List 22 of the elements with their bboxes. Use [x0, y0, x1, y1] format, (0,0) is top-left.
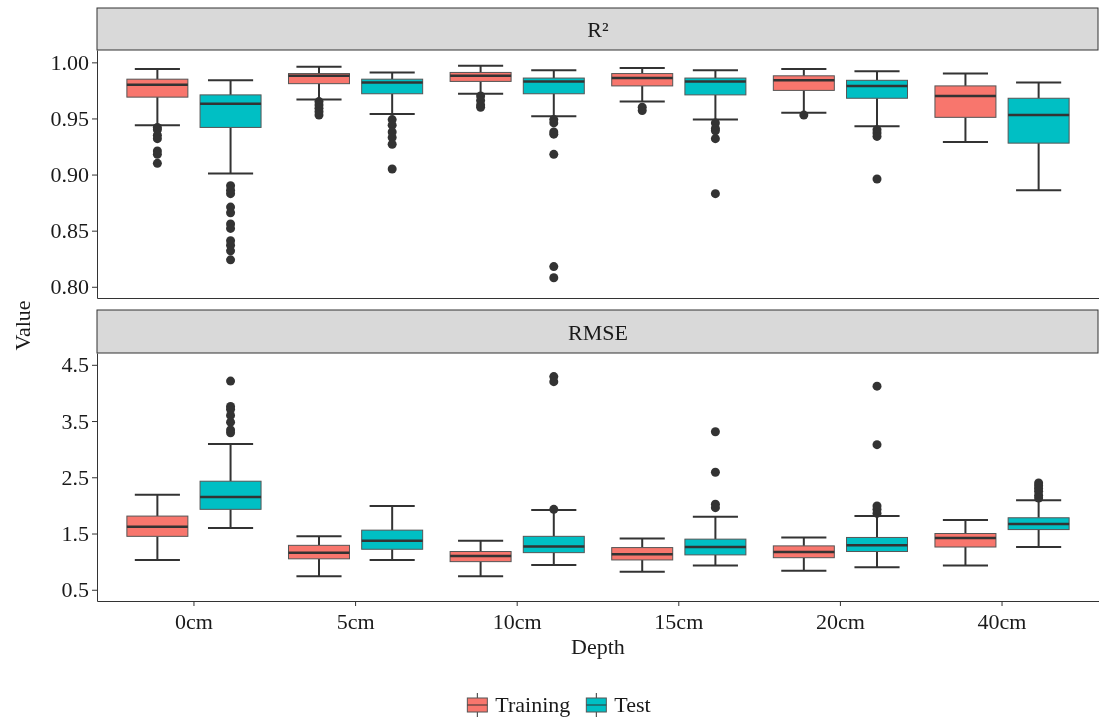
x-tick-label: 15cm — [654, 608, 704, 634]
y-tick-label: 0.80 — [50, 274, 89, 300]
x-tick-label: 10cm — [492, 608, 542, 634]
chart-title: RMSE — [568, 319, 628, 345]
y-tick-label: 3.5 — [61, 408, 89, 434]
y-tick-label: 0.90 — [50, 162, 89, 188]
y-tick-label: 0.5 — [61, 577, 89, 603]
x-tick-label: 40cm — [977, 608, 1027, 634]
chart-title: R² — [587, 17, 610, 42]
legend-label: Test — [614, 692, 651, 717]
legend-label: Training — [495, 692, 571, 717]
x-tick-label: 0cm — [175, 608, 213, 634]
y-tick-label: 1.00 — [50, 49, 89, 75]
y-tick-label: 0.85 — [50, 218, 89, 244]
y-axis-title: Value — [10, 300, 35, 351]
x-tick-label: 5cm — [336, 608, 375, 634]
x-tick-label: 20cm — [815, 608, 865, 634]
y-tick-label: 2.5 — [61, 464, 89, 490]
y-tick-label: 4.5 — [61, 352, 89, 378]
y-tick-label: 1.5 — [61, 521, 89, 547]
y-tick-label: 0.95 — [50, 105, 89, 131]
x-axis-title: Depth — [571, 634, 625, 659]
